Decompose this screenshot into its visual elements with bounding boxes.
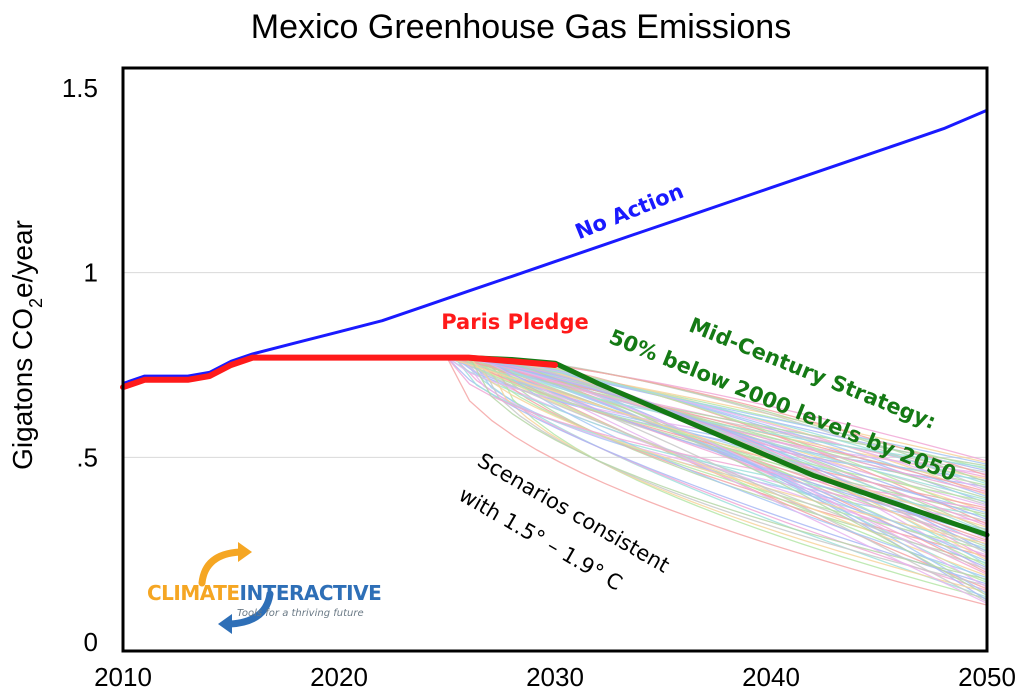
- scenario-line-74: [469, 357, 988, 545]
- scenario-line-84: [446, 356, 988, 529]
- scenario-line-86: [484, 356, 988, 554]
- y-axis-label-subscript: 2: [26, 298, 46, 308]
- y-tick-label-2: 1: [84, 258, 98, 288]
- y-tick-label-3: 1.5: [62, 73, 98, 103]
- scenario-line-49: [446, 357, 988, 585]
- series-line-0: [121, 108, 989, 385]
- climate-interactive-logo: CLIMATEINTERACTIVE Tools for a thriving …: [147, 542, 382, 634]
- logo-arrows-icon: [198, 542, 274, 634]
- annotation-no-action: No Action: [572, 179, 687, 244]
- scenario-line-79: [484, 357, 988, 537]
- scenario-line-89: [461, 356, 988, 520]
- scenario-line-78: [492, 356, 988, 596]
- logo-name: CLIMATEINTERACTIVE: [147, 581, 381, 605]
- scenario-line-88: [469, 357, 988, 580]
- scenario-line-75: [462, 356, 988, 485]
- svg-text:Gigatons CO2e/year: Gigatons CO2e/year: [7, 220, 46, 470]
- y-axis-label-main: Gigatons CO: [7, 308, 38, 470]
- scenario-line-61: [462, 356, 988, 595]
- scenario-line-66: [476, 357, 988, 587]
- scenario-line-44: [484, 357, 988, 593]
- y-tick-label-1: .5: [76, 442, 98, 472]
- scenario-line-5: [461, 357, 988, 598]
- logo-name-part1: CLIMATE: [147, 581, 240, 605]
- x-tick-label-1: 2020: [310, 662, 368, 692]
- series-lines: [120, 108, 990, 538]
- y-axis-label: Gigatons CO2e/year: [7, 220, 46, 470]
- y-axis-label-unit: e/year: [7, 220, 38, 298]
- scenario-line-85: [492, 357, 988, 469]
- scenario-line-71: [491, 357, 988, 579]
- scenario-line-59: [477, 356, 988, 569]
- scenario-line-73: [476, 357, 988, 604]
- series-line-1: [120, 354, 558, 391]
- scenario-line-77: [446, 357, 988, 511]
- logo-name-part2: INTERACTIVE: [240, 581, 382, 605]
- y-tick-label-0: 0: [84, 627, 98, 657]
- scenario-line-0: [446, 357, 988, 606]
- x-tick-label-3: 2040: [742, 662, 800, 692]
- plot-frame: [121, 66, 989, 653]
- scenario-line-68: [461, 356, 988, 467]
- x-ticks: 2010 2020 2030 2040 2050: [94, 662, 1016, 692]
- logo-tagline: Tools for a thriving future: [237, 608, 364, 619]
- x-tick-label-2: 2030: [526, 662, 584, 692]
- chart-title: Mexico Greenhouse Gas Emissions: [251, 8, 791, 46]
- scenario-line-21: [446, 356, 988, 514]
- scenario-line-51: [484, 356, 988, 465]
- scenario-line-87: [476, 356, 988, 495]
- scenario-line-22: [491, 357, 988, 600]
- y-ticks: 0 .5 1 1.5: [62, 73, 98, 657]
- x-tick-label-0: 2010: [94, 662, 152, 692]
- annotation-paris-pledge: Paris Pledge: [441, 310, 589, 334]
- scenario-line-27: [454, 357, 988, 592]
- scenario-line-83: [454, 356, 988, 588]
- x-tick-label-4: 2050: [958, 662, 1016, 692]
- scenario-line-81: [469, 356, 988, 562]
